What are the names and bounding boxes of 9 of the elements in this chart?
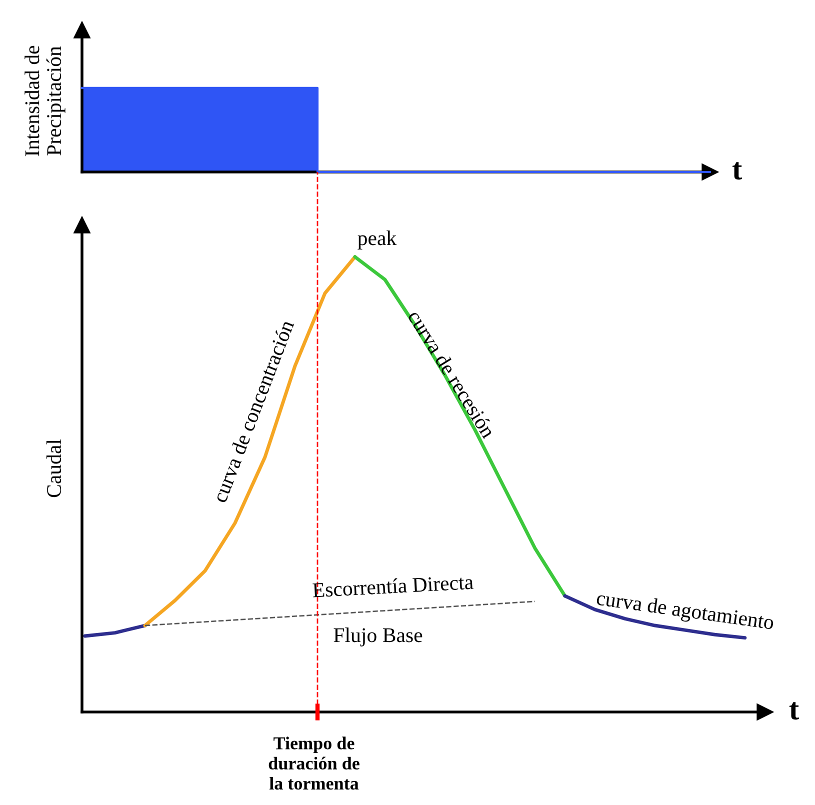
annotation: Flujo Base	[334, 628, 422, 646]
y-axis-title: Caudal	[46, 439, 62, 498]
x-axis-title: t	[789, 702, 799, 720]
y-axis-title: Intensidad de Precipitación	[24, 46, 66, 156]
annotation: curva de agotamiento	[596, 590, 774, 634]
annotation: Escorrentía Directa	[312, 574, 474, 598]
x-axis-title: t	[732, 162, 742, 180]
text: Tiempo de duración de la tormenta	[268, 736, 360, 790]
text: peak	[358, 230, 397, 250]
